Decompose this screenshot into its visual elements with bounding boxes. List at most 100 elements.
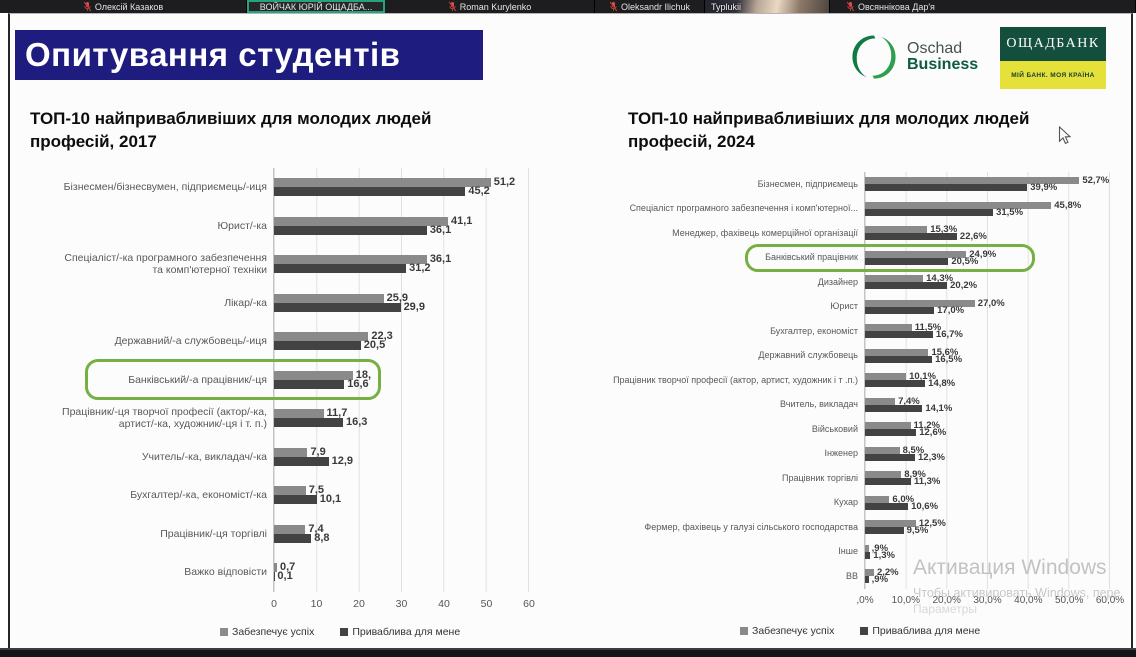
participant-tile[interactable]: Typlukii (705, 0, 830, 13)
bar-group: 14,3% 20,2% (864, 270, 1110, 295)
meeting-participants-bar: Олексій Казаков ВОЙЧАК ЮРІЙ ОЩАДБА... Roma… (0, 0, 1136, 13)
category-label: Спеціаліст програмного забезпечення і ко… (629, 203, 858, 214)
oschad-business-logo-icon (850, 34, 898, 80)
bar-group: 36,1 31,2 (273, 245, 529, 284)
chart-row: Вчитель, викладач 7,4% 14,1% (590, 392, 1110, 417)
bar-success (274, 370, 353, 380)
x-tick: 40,0% (1014, 594, 1043, 606)
bar-group: 11,5% 16,7% (864, 319, 1110, 344)
value-label: 7,4 (308, 522, 324, 535)
category-label: Учитель/-ка, викладач/-ка (141, 450, 267, 463)
bar-attractive (865, 576, 869, 584)
category-label: Бухгалтер/-ка, економіст/-ка (130, 489, 267, 502)
chart-row: Інженер 8,5% 12,3% (590, 441, 1110, 466)
value-label: 52,7% (1082, 175, 1110, 186)
bar-attractive (865, 282, 948, 290)
participant-tile[interactable]: Овсяннікова Дар'я (830, 0, 1136, 13)
x-tick: 30 (395, 597, 408, 610)
value-label: 16,3 (346, 416, 368, 429)
chart-2017-plot: Бізнесмен/бізнесвумен, підприємець/-иця 5… (55, 168, 529, 592)
x-tick: 50,0% (1054, 594, 1084, 606)
participant-tile[interactable]: ВОЙЧАК ЮРІЙ ОЩАДБА... (247, 0, 385, 13)
bar-success (865, 299, 975, 307)
chart-row: Працівник/-ця торгівлі 7,4 8,8 (55, 514, 529, 553)
value-label: 7,9 (310, 445, 326, 458)
value-label: 12,6% (919, 427, 947, 438)
value-label: 20,2% (950, 280, 978, 291)
bar-success (274, 524, 306, 534)
bar-success (274, 563, 277, 573)
participant-tile[interactable]: Oleksandr Ilichuk (595, 0, 705, 13)
chart-2024: Бізнесмен, підприємець 52,7% 39,9% Спеціалі… (590, 172, 1124, 637)
value-label: 17,0% (937, 304, 965, 316)
value-label: 2,2% (876, 567, 899, 578)
bar-group: ,9% 1,3% (864, 539, 1110, 564)
chart-2017-legend: Забезпечує успіх Приваблива для мене (55, 626, 529, 638)
bar-group: 7,9 12,9 (273, 437, 529, 476)
value-label: 11,3% (913, 476, 941, 487)
participant-tile[interactable]: Олексій Казаков (0, 0, 247, 13)
value-label: 0,7 (279, 561, 296, 574)
chart-row: Лікар/-ка 25,9 29,9 (55, 283, 529, 322)
category-label: Менеджер, фахівець комерційної організац… (672, 227, 858, 238)
value-label: 18, (355, 368, 372, 381)
chart-row: Інше ,9% 1,3% (590, 539, 1110, 564)
category-label: Юрист (830, 301, 858, 312)
bar-group: 27,0% 17,0% (864, 294, 1110, 319)
legend-label-success: Забезпечує успіх (232, 625, 315, 638)
bar-success (865, 422, 911, 430)
chart-row: Державний службовець 15,6% 16,5% (590, 343, 1110, 368)
x-tick: 30,0% (973, 594, 1002, 606)
chart-row: Спеціаліст/-ка програмного забезпечення … (55, 245, 529, 284)
bar-attractive (274, 264, 407, 274)
bar-group: 6,0% 10,6% (864, 490, 1110, 515)
chart-row: Важко відповісти 0,7 0,1 (55, 553, 529, 592)
chart-row: Спеціаліст програмного забезпечення і ко… (590, 196, 1110, 221)
value-label: ,9% (871, 542, 889, 554)
value-label: 39,9% (1030, 182, 1058, 193)
value-label: 24,9% (969, 248, 997, 260)
bar-success (865, 373, 907, 381)
chart-title-2024: ТОП-10 найпривабливіших для молодих люде… (628, 109, 1030, 151)
chart-row: ВВ 2,2% ,9% (590, 564, 1110, 589)
presentation-slide: Опитування студентів Oschad Business ОЩА… (8, 13, 1133, 648)
bar-success (865, 348, 929, 356)
x-tick: ,0% (856, 594, 874, 606)
value-label: 29,9 (403, 300, 425, 313)
bar-attractive (865, 331, 933, 339)
bar-success (865, 250, 967, 258)
chart-2017: Бізнесмен/бізнесвумен, підприємець/-иця 5… (55, 168, 535, 638)
bar-group: 22,3 20,5 (273, 322, 529, 361)
chart-2024-legend: Забезпечує успіх Приваблива для мене (590, 625, 1110, 637)
value-label: 15,6% (931, 346, 959, 358)
participant-tile[interactable]: Roman Kurylenko (385, 0, 595, 13)
slide-title-banner: Опитування студентів (15, 30, 483, 80)
bar-attractive (274, 341, 361, 351)
participant-name: Олексій Казаков (94, 1, 164, 12)
value-label: 25,9 (386, 291, 409, 304)
bar-success (865, 226, 928, 234)
value-label: 8,9% (904, 469, 926, 480)
value-label: 11,2% (913, 420, 940, 431)
value-label: 45,2 (468, 185, 490, 198)
bar-group: 24,9% 20,5% (864, 245, 1110, 270)
category-label: Інше (838, 546, 858, 557)
bar-group: 0,7 0,1 (273, 553, 529, 592)
value-label: 15,3% (930, 224, 958, 235)
bar-success (865, 446, 900, 454)
bar-success (865, 324, 912, 332)
bar-success (865, 275, 924, 283)
value-label: 16,7% (935, 329, 963, 340)
category-label: Спеціаліст/-ка програмного забезпечення … (64, 251, 267, 277)
bar-success (865, 569, 874, 577)
bar-group: 51,2 45,2 (273, 168, 529, 207)
value-label: 16,5% (935, 353, 963, 365)
chart-row: Кухар 6,0% 10,6% (590, 490, 1110, 515)
value-label: 12,5% (918, 518, 946, 529)
bar-group: 25,9 29,9 (273, 283, 529, 322)
chart-2024-x-axis: ,0% 10,0% 20,0% 30,0% 40,0% 50,0% 60,0% (856, 591, 1124, 607)
value-label: 20,5% (951, 255, 979, 267)
value-label: 14,1% (925, 402, 953, 414)
chart-row: Юрист/-ка 41,1 36,1 (55, 206, 529, 245)
bottom-bar (0, 648, 1136, 657)
